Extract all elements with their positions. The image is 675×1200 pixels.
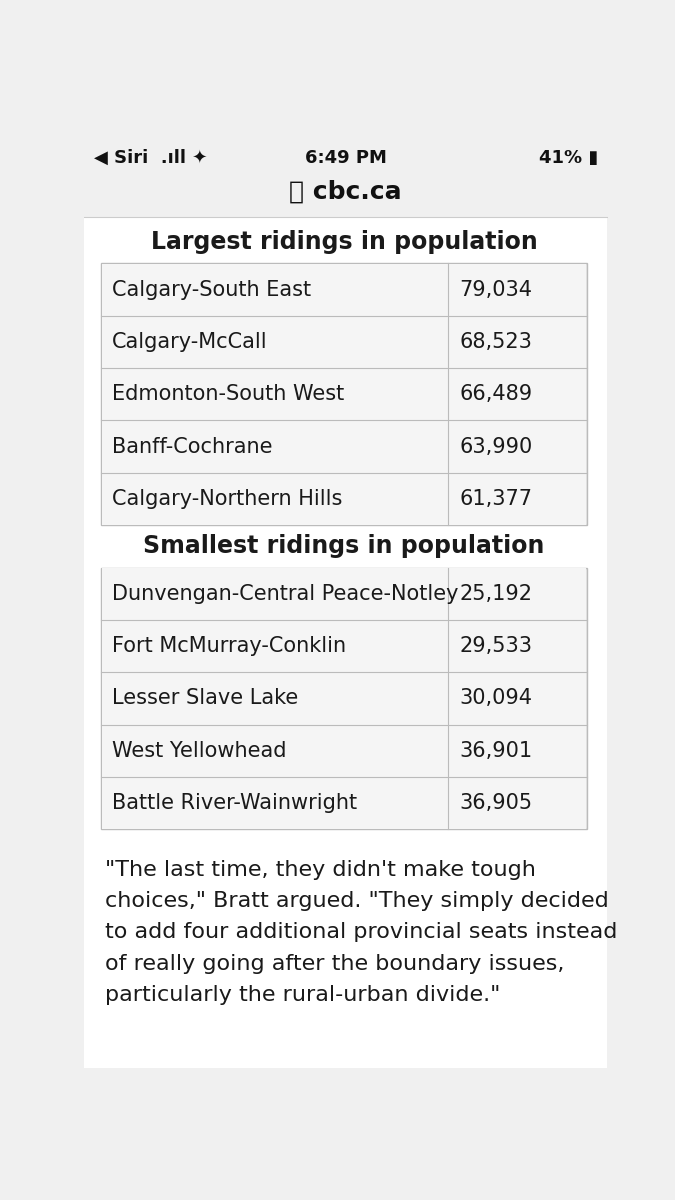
Text: 6:49 PM: 6:49 PM <box>304 149 387 167</box>
Text: Lesser Slave Lake: Lesser Slave Lake <box>112 689 298 708</box>
Text: 66,489: 66,489 <box>459 384 533 404</box>
FancyBboxPatch shape <box>102 778 586 829</box>
Text: 68,523: 68,523 <box>459 332 532 352</box>
FancyBboxPatch shape <box>102 368 586 420</box>
Text: ◀ Siri  .ıll ✦: ◀ Siri .ıll ✦ <box>94 149 207 167</box>
Text: Fort McMurray-Conklin: Fort McMurray-Conklin <box>112 636 346 656</box>
Text: 25,192: 25,192 <box>459 583 532 604</box>
FancyBboxPatch shape <box>102 317 586 368</box>
FancyBboxPatch shape <box>102 725 586 776</box>
Text: 63,990: 63,990 <box>459 437 533 457</box>
Text: 29,533: 29,533 <box>459 636 532 656</box>
Text: Battle River-Wainwright: Battle River-Wainwright <box>112 793 357 814</box>
Text: Smallest ridings in population: Smallest ridings in population <box>143 534 545 558</box>
FancyBboxPatch shape <box>102 620 586 672</box>
Text: Calgary-South East: Calgary-South East <box>112 280 311 300</box>
Text: 61,377: 61,377 <box>459 488 532 509</box>
Text: 30,094: 30,094 <box>459 689 532 708</box>
FancyBboxPatch shape <box>102 264 586 316</box>
FancyBboxPatch shape <box>101 263 587 526</box>
FancyBboxPatch shape <box>84 144 608 1068</box>
Text: 🔒 cbc.ca: 🔒 cbc.ca <box>289 180 402 204</box>
FancyBboxPatch shape <box>102 421 586 473</box>
Text: Largest ridings in population: Largest ridings in population <box>151 230 537 254</box>
Text: West Yellowhead: West Yellowhead <box>112 740 287 761</box>
Text: "The last time, they didn't make tough
choices," Bratt argued. "They simply deci: "The last time, they didn't make tough c… <box>105 860 618 1004</box>
Text: Dunvengan-Central Peace-Notley: Dunvengan-Central Peace-Notley <box>112 583 459 604</box>
Text: 36,905: 36,905 <box>459 793 533 814</box>
Text: Calgary-McCall: Calgary-McCall <box>112 332 268 352</box>
Text: Banff-Cochrane: Banff-Cochrane <box>112 437 273 457</box>
FancyBboxPatch shape <box>102 474 586 526</box>
Text: 41% ▮: 41% ▮ <box>539 149 598 167</box>
FancyBboxPatch shape <box>84 144 608 167</box>
FancyBboxPatch shape <box>84 167 608 217</box>
Text: Edmonton-South West: Edmonton-South West <box>112 384 344 404</box>
FancyBboxPatch shape <box>101 568 587 829</box>
Text: 79,034: 79,034 <box>459 280 532 300</box>
FancyBboxPatch shape <box>102 569 586 620</box>
FancyBboxPatch shape <box>102 673 586 725</box>
Text: Calgary-Northern Hills: Calgary-Northern Hills <box>112 488 343 509</box>
Text: 36,901: 36,901 <box>459 740 533 761</box>
